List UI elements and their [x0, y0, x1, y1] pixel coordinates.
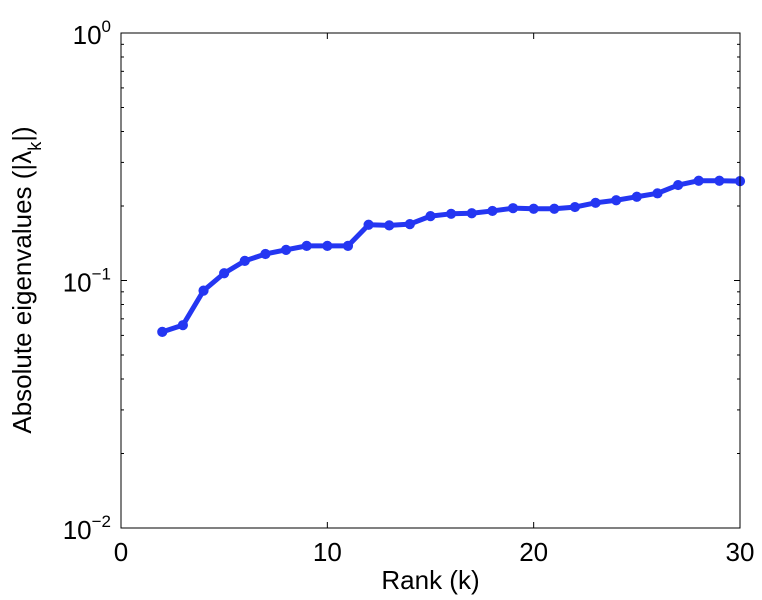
data-point-18: [528, 203, 539, 214]
data-point-13: [425, 211, 436, 222]
y-axis-label: Absolute eigenvalues (|λk|): [7, 126, 45, 433]
data-point-14: [446, 208, 457, 219]
y-axis-label-lambda: λ: [7, 151, 37, 164]
data-point-2: [198, 285, 209, 296]
y-tick-base: 10: [63, 515, 92, 545]
data-point-17: [507, 203, 519, 214]
x-tick-label-1: 10: [313, 537, 342, 567]
plot-frame: [120, 32, 741, 529]
y-tick-exponent: −2: [92, 512, 111, 531]
data-point-9: [342, 240, 354, 251]
data-point-7: [301, 240, 312, 251]
x-tick-label-0: 0: [114, 537, 128, 567]
data-point-25: [673, 179, 684, 191]
y-tick-exponent: −1: [92, 265, 111, 284]
x-axis-label: Rank (k): [381, 565, 479, 595]
data-point-12: [404, 218, 415, 230]
data-point-20: [569, 201, 581, 213]
data-point-5: [260, 248, 271, 260]
y-tick-label-0: 10−2: [63, 512, 111, 545]
data-point-15: [466, 208, 477, 219]
data-point-1: [177, 320, 188, 331]
y-tick-base: 10: [63, 268, 92, 298]
data-point-24: [652, 188, 663, 199]
data-point-16: [487, 205, 498, 217]
data-point-27: [714, 175, 725, 186]
data-point-8: [322, 240, 333, 251]
data-point-3: [219, 268, 230, 279]
x-tick-label-2: 20: [519, 537, 548, 567]
plot-area: [121, 33, 740, 528]
data-point-22: [611, 195, 622, 206]
data-point-11: [384, 220, 395, 231]
data-series-layer: [157, 175, 746, 337]
y-axis-label-prefix: Absolute eigenvalues (|: [7, 164, 37, 434]
y-axis-label-subscript: k: [25, 141, 45, 151]
data-point-26: [693, 175, 704, 186]
y-axis-label-suffix: |): [7, 126, 37, 141]
data-point-4: [239, 255, 250, 267]
y-tick-label-2: 100: [73, 17, 111, 50]
data-point-0: [157, 326, 168, 337]
data-point-19: [549, 203, 560, 214]
y-tick-label-1: 10−1: [63, 265, 111, 298]
data-point-23: [631, 191, 642, 202]
x-tick-label-3: 30: [726, 537, 755, 567]
data-point-21: [590, 197, 601, 208]
y-tick-base: 10: [73, 20, 102, 50]
y-tick-exponent: 0: [102, 17, 111, 36]
data-point-6: [280, 244, 292, 255]
data-point-10: [363, 219, 374, 230]
